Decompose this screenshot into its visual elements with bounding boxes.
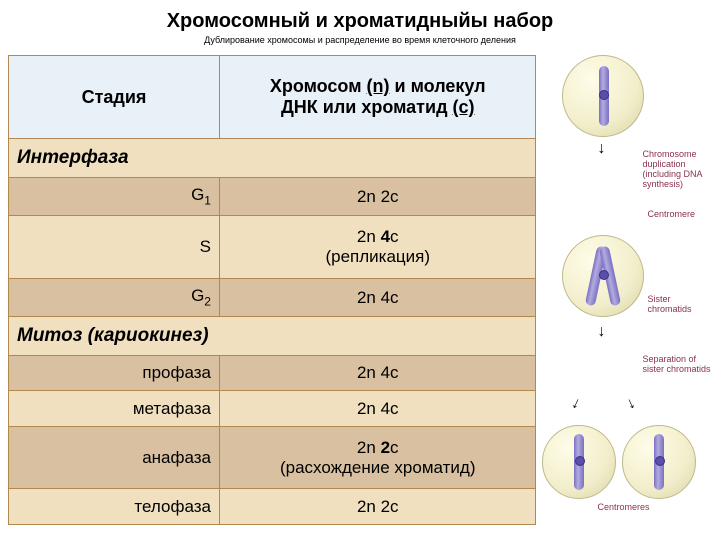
label-separation: Separation of sister chromatids <box>642 355 712 375</box>
arrow-icon: ↓ <box>569 394 584 414</box>
page-subtitle: Дублирование хромосомы и распределение в… <box>8 35 712 45</box>
cell-2 <box>562 235 644 317</box>
chromosome-table: СтадияХромосом (n) и молекулДНК или хром… <box>8 55 536 525</box>
label-centromeres: Centromeres <box>597 503 649 513</box>
cell-1 <box>562 55 644 137</box>
cell-4 <box>622 425 696 499</box>
arrow-icon: ↓ <box>597 323 605 341</box>
main-layout: СтадияХромосом (n) и молекулДНК или хром… <box>8 55 712 525</box>
label-centromere: Centromere <box>647 210 695 220</box>
label-duplication: Chromosome duplication (including DNA sy… <box>642 150 712 190</box>
cell-3 <box>542 425 616 499</box>
arrow-icon: ↓ <box>597 140 605 158</box>
chromosome-diagram: ↓ Chromosome duplication (including DNA s… <box>542 55 712 525</box>
page-title: Хромосомный и хроматидныйы набор <box>8 10 712 33</box>
arrow-icon: ↓ <box>624 394 639 414</box>
label-sister: Sister chromatids <box>647 295 707 315</box>
